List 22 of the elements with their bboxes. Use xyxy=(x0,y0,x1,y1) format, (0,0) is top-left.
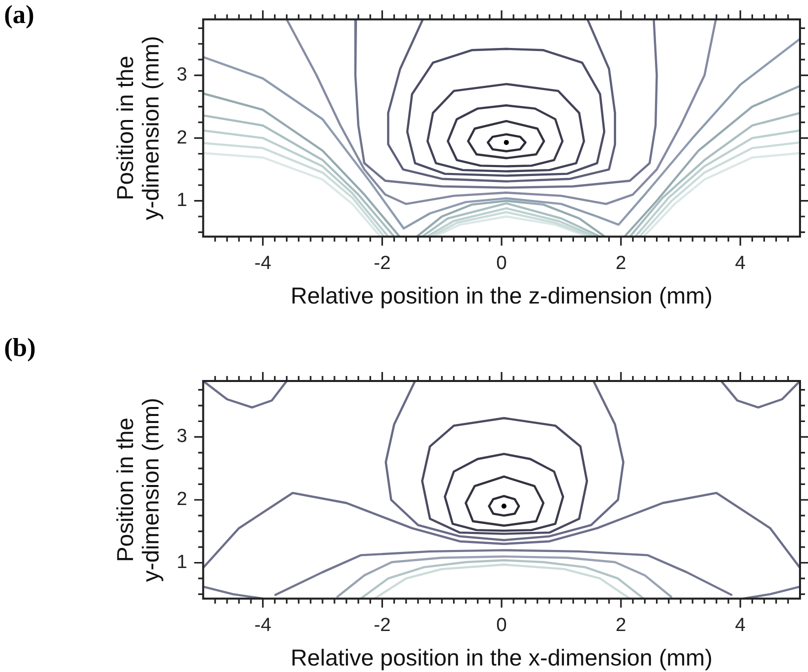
y-axis-title: Position in the y-dimension (mm) xyxy=(112,398,164,582)
x-tick-label: 4 xyxy=(735,253,746,274)
y-tick-label: 1 xyxy=(176,190,188,212)
y-axis-title: Position in the y-dimension (mm) xyxy=(112,36,164,220)
chart-title: (a) xyxy=(4,0,34,30)
chart-title: (b) xyxy=(4,333,36,363)
y-tick-label: 3 xyxy=(176,64,188,86)
x-tick-label: -4 xyxy=(254,615,272,636)
x-tick-label: 0 xyxy=(496,615,507,636)
y-tick-label: 2 xyxy=(176,489,188,510)
x-tick-label: 2 xyxy=(616,615,626,636)
x-tick-label: -4 xyxy=(254,253,272,274)
x-axis-title: Relative position in the z-dimension (mm) xyxy=(290,282,712,309)
x-tick-label: 4 xyxy=(735,615,746,636)
x-tick-label: 2 xyxy=(616,253,626,274)
x-tick-label: -2 xyxy=(374,253,391,274)
y-tick-label: 2 xyxy=(176,127,188,148)
x-tick-label: -2 xyxy=(374,615,391,636)
x-tick-label: 0 xyxy=(496,253,507,274)
x-axis-title: Relative position in the x-dimension (mm) xyxy=(290,644,712,671)
y-tick-label: 1 xyxy=(176,552,188,573)
y-tick-label: 3 xyxy=(176,426,188,448)
